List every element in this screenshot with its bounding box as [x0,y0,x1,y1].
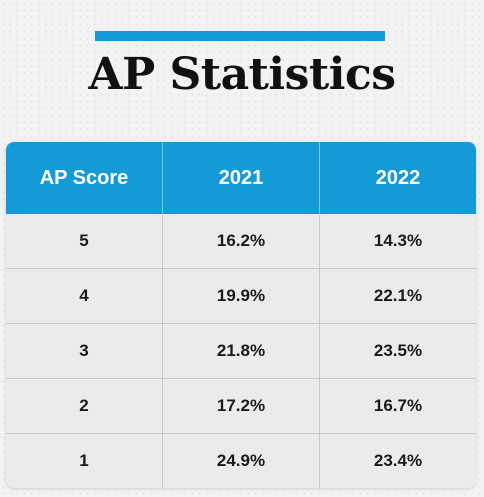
table-row: 1 24.9% 23.4% [6,433,476,488]
table-header-row: AP Score 2021 2022 [6,142,476,214]
table-row: 4 19.9% 22.1% [6,268,476,323]
score-cell: 1 [79,451,89,470]
table-row: 2 17.2% 16.7% [6,378,476,433]
score-cell: 2 [79,396,89,415]
percent-2022-cell: 22.1% [319,269,476,323]
table-body: 5 16.2% 14.3% 4 19.9% 22.1% 3 21.8% 23.5… [6,214,476,488]
percent-2021-cell: 19.9% [162,269,319,323]
percent-2021-cell: 16.2% [162,214,319,268]
percent-2022-cell: 14.3% [319,214,476,268]
percent-2022-cell: 23.4% [319,434,476,488]
header-2021: 2021 [162,142,319,214]
ap-statistics-table: AP Score 2021 2022 5 16.2% 14.3% 4 19.9%… [6,142,476,488]
percent-2022-cell: 16.7% [319,379,476,433]
header-ap-score: AP Score [39,166,129,189]
percent-2021-cell: 17.2% [162,379,319,433]
score-cell: 3 [79,341,89,360]
header-2022: 2022 [319,142,476,214]
score-cell: 5 [79,231,89,250]
score-cell: 4 [79,286,89,305]
title-accent-bar [95,31,385,41]
percent-2021-cell: 21.8% [162,324,319,378]
table-row: 5 16.2% 14.3% [6,214,476,268]
page-title: AP Statistics [88,49,396,100]
table-row: 3 21.8% 23.5% [6,323,476,378]
percent-2022-cell: 23.5% [319,324,476,378]
percent-2021-cell: 24.9% [162,434,319,488]
